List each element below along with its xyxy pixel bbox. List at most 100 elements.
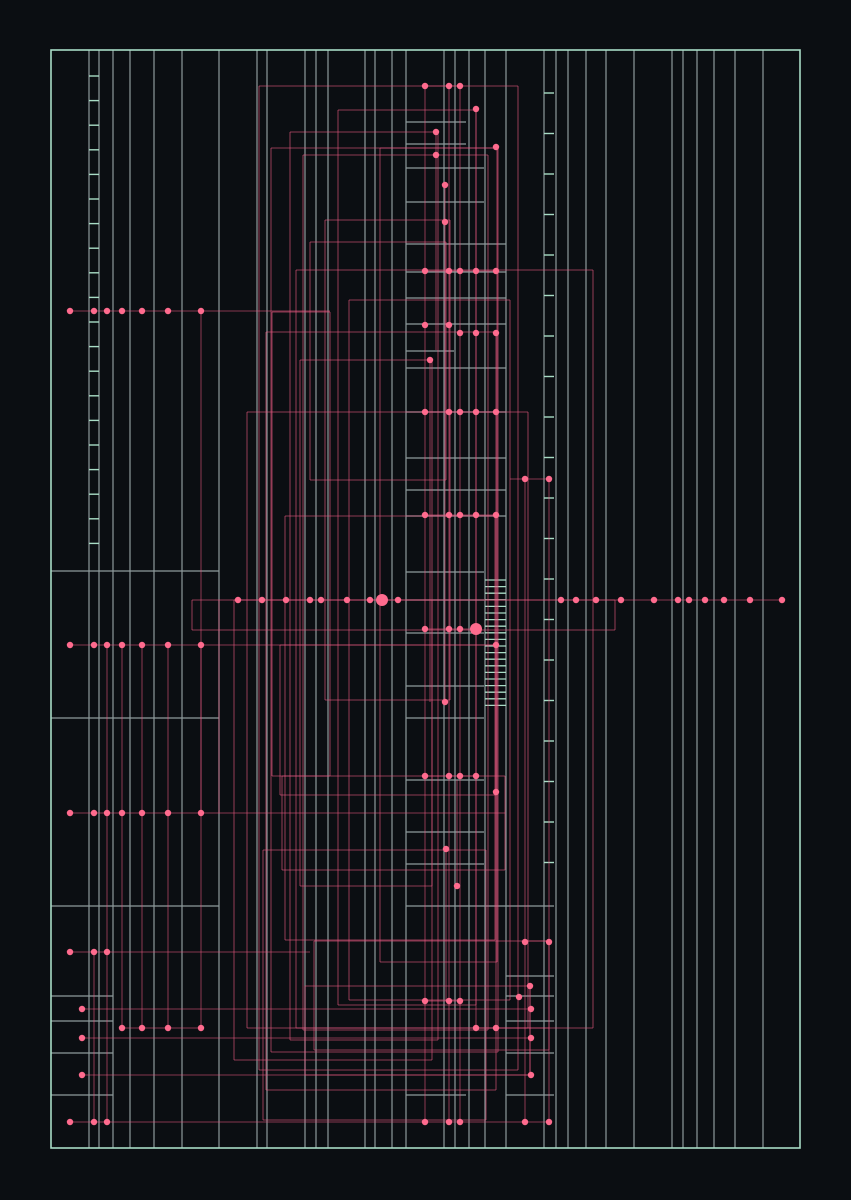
node-dot <box>527 1034 535 1042</box>
node-dot <box>572 596 580 604</box>
node-dot <box>197 809 205 817</box>
node-dot <box>456 625 464 633</box>
node-dot <box>90 307 98 315</box>
node-dot <box>421 625 429 633</box>
node-dot <box>421 321 429 329</box>
node-dot <box>441 698 449 706</box>
node-dot <box>138 641 146 649</box>
node-dot <box>317 596 325 604</box>
node-dot <box>445 772 453 780</box>
node-dot <box>701 596 709 604</box>
node-dot <box>421 1118 429 1126</box>
node-dot <box>282 596 290 604</box>
node-dot <box>118 809 126 817</box>
node-dot <box>445 511 453 519</box>
node-dot <box>78 1071 86 1079</box>
node-dot <box>421 408 429 416</box>
node-dot <box>103 809 111 817</box>
node-dot <box>472 511 480 519</box>
node-dot <box>103 307 111 315</box>
node-dot <box>470 623 482 635</box>
node-dot <box>456 1118 464 1126</box>
node-dot <box>445 267 453 275</box>
node-dot <box>674 596 682 604</box>
node-dot <box>103 641 111 649</box>
node-dot <box>421 267 429 275</box>
frame <box>50 49 801 1149</box>
node-dot <box>456 408 464 416</box>
node-dot <box>118 1024 126 1032</box>
node-dot <box>421 997 429 1005</box>
node-dot <box>456 82 464 90</box>
node-dot <box>432 151 440 159</box>
node-dot <box>557 596 565 604</box>
node-dot <box>366 596 374 604</box>
node-dot <box>138 1024 146 1032</box>
node-dot <box>545 938 553 946</box>
node-dot <box>164 307 172 315</box>
node-dot <box>234 596 242 604</box>
node-dot <box>66 307 74 315</box>
node-dot <box>432 128 440 136</box>
node-dot <box>456 772 464 780</box>
node-dot <box>527 1071 535 1079</box>
node-dot <box>521 1118 529 1126</box>
node-dot <box>103 1118 111 1126</box>
node-dot <box>492 641 500 649</box>
node-dot <box>445 82 453 90</box>
node-dot <box>394 596 402 604</box>
node-dot <box>441 181 449 189</box>
node-dot <box>472 1024 480 1032</box>
node-dot <box>617 596 625 604</box>
node-dot <box>492 1024 500 1032</box>
node-dot <box>343 596 351 604</box>
node-dot <box>421 82 429 90</box>
node-dot <box>521 938 529 946</box>
node-dot <box>138 307 146 315</box>
node-dot <box>258 596 266 604</box>
node-dot <box>90 641 98 649</box>
node-dot <box>66 1118 74 1126</box>
node-dot <box>492 511 500 519</box>
node-dot <box>472 408 480 416</box>
node-dot <box>103 948 111 956</box>
node-dot <box>492 267 500 275</box>
node-dot <box>197 1024 205 1032</box>
node-dot <box>472 329 480 337</box>
node-dot <box>118 307 126 315</box>
node-dot <box>456 997 464 1005</box>
node-dot <box>421 511 429 519</box>
nodes <box>66 82 786 1126</box>
node-dot <box>445 625 453 633</box>
node-dot <box>66 641 74 649</box>
node-dot <box>453 882 461 890</box>
node-dot <box>650 596 658 604</box>
node-dot <box>442 845 450 853</box>
node-dot <box>164 809 172 817</box>
node-dot <box>138 809 146 817</box>
node-dot <box>445 321 453 329</box>
node-dot <box>164 1024 172 1032</box>
node-dot <box>90 1118 98 1126</box>
node-dot <box>492 788 500 796</box>
grid-lines <box>51 50 764 1148</box>
node-dot <box>456 267 464 275</box>
node-dot <box>441 218 449 226</box>
node-dot <box>197 641 205 649</box>
node-dot <box>78 1005 86 1013</box>
node-dot <box>197 307 205 315</box>
node-dot <box>492 408 500 416</box>
node-dot <box>492 329 500 337</box>
node-dot <box>78 1034 86 1042</box>
node-dot <box>306 596 314 604</box>
node-dot <box>545 1118 553 1126</box>
node-dot <box>90 809 98 817</box>
node-dot <box>472 105 480 113</box>
node-dot <box>445 1118 453 1126</box>
node-dot <box>164 641 172 649</box>
node-dot <box>456 329 464 337</box>
node-dot <box>66 809 74 817</box>
node-dot <box>426 356 434 364</box>
node-dot <box>492 143 500 151</box>
